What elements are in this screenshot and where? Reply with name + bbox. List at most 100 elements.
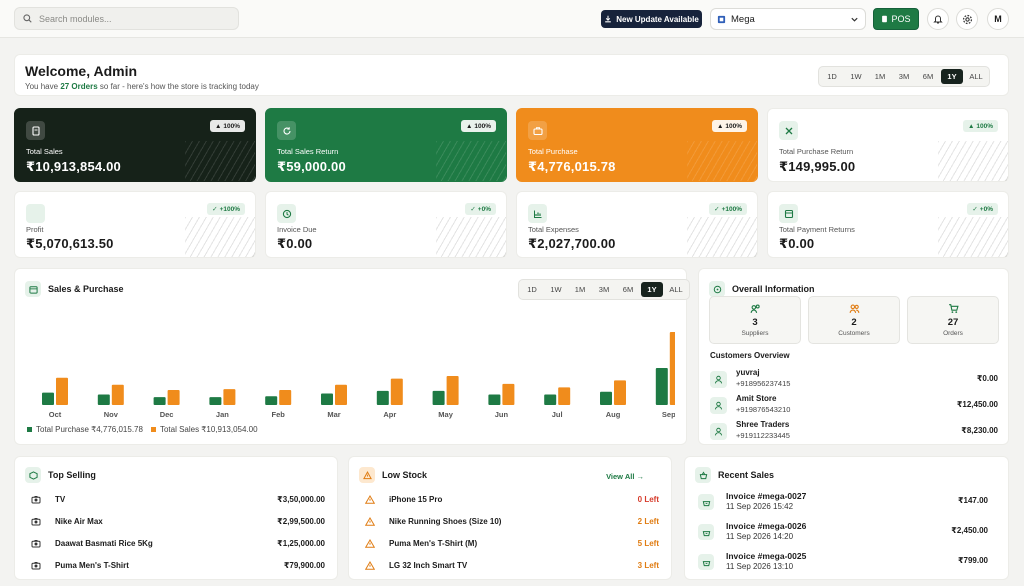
range-button-1m[interactable]: 1M [874,72,886,81]
bar-total-purchase-aug[interactable] [600,391,612,405]
product-name: TV [55,494,66,504]
bar-total-sales-apr[interactable] [390,378,403,405]
bar-total-purchase-dec[interactable] [153,397,166,405]
top-selling-item[interactable]: Daawat Basmati Rice 5Kg ₹1,25,000.00 [29,534,325,552]
stat-value: ₹149,995.00 [779,159,856,174]
stat-card-total-purchase-return[interactable]: ▲ 100% Total Purchase Return ₹149,995.00 [767,108,1009,182]
user-icon [710,423,727,440]
user-avatar[interactable]: M [987,8,1009,30]
receipt-icon [779,204,798,223]
range-button-1w[interactable]: 1W [850,72,862,81]
bar-total-purchase-jul[interactable] [544,394,557,405]
search-box[interactable] [14,7,239,30]
pos-button[interactable]: POS [873,8,919,30]
bar-total-purchase-nov[interactable] [97,394,110,405]
stat-card-total-purchase[interactable]: ▲ 100% Total Purchase ₹4,776,015.78 [516,108,758,182]
decorative-stripes [687,141,757,181]
bar-total-sales-oct[interactable] [56,377,68,405]
chart-range-button-1d[interactable]: 1D [527,285,537,294]
overall-box-value: 2 [851,317,857,328]
arrow-up-icon: ▲ [214,122,222,130]
low-stock-item[interactable]: Puma Men's T-Shirt (M) 5 Left [363,534,659,552]
range-button-1d[interactable]: 1D [827,72,837,81]
bar-total-sales-aug[interactable] [614,380,626,405]
stat-badge: ✓ +0% [465,203,496,215]
bar-total-purchase-feb[interactable] [265,396,278,405]
top-selling-card: Top Selling TV ₹3,50,000.00 Nike Air Max ₹2… [14,456,338,580]
x-tick-label: Dec [160,410,174,419]
range-button-1y[interactable]: 1Y [941,69,963,84]
bar-total-purchase-sep[interactable] [655,368,668,405]
range-button-3m[interactable]: 3M [898,72,910,81]
top-selling-item[interactable]: Puma Men's T-Shirt ₹79,900.00 [29,556,325,574]
stat-badge: ▲ 100% [711,120,747,132]
search-icon [23,14,32,23]
bar-total-purchase-jun[interactable] [488,394,501,405]
bar-total-sales-sep[interactable] [669,331,675,405]
low-stock-item[interactable]: Nike Running Shoes (Size 10) 2 Left [363,512,659,530]
customer-row[interactable]: yuvraj +918956237415 ₹0.00 [710,367,998,391]
overall-box-suppliers[interactable]: 3 Suppliers [709,296,801,344]
bar-total-sales-nov[interactable] [111,384,124,405]
settings-button[interactable] [956,8,978,30]
recent-sale-row[interactable]: Invoice #mega-0025 11 Sep 2026 13:10 ₹799.… [698,550,988,574]
notifications-button[interactable] [927,8,949,30]
chart-range-button-1m[interactable]: 1M [574,285,586,294]
stat-card-invoice-due[interactable]: ✓ +0% Invoice Due ₹0.00 [265,191,507,258]
top-selling-title: Top Selling [48,470,96,480]
chart-range-button-1w[interactable]: 1W [550,285,562,294]
bar-total-purchase-oct[interactable] [42,392,54,405]
chart-range-button-1y[interactable]: 1Y [641,282,663,297]
new-update-button[interactable]: New Update Available [601,10,702,28]
stat-card-total-expenses[interactable]: ✓ +100% Total Expenses ₹2,027,700.00 [516,191,758,258]
bar-total-sales-dec[interactable] [167,390,180,405]
store-select[interactable]: Mega [710,8,866,30]
stat-card-total-payment-returns[interactable]: ✓ +0% Total Payment Returns ₹0.00 [767,191,1009,258]
customer-row[interactable]: Amit Store +919876543210 ₹12,450.00 [710,393,998,417]
invoice-date: 11 Sep 2026 13:10 [726,562,794,571]
stat-badge: ✓ +100% [207,203,245,215]
bar-total-sales-jan[interactable] [223,389,236,405]
stat-label: Invoice Due [277,225,317,234]
customer-row[interactable]: Shree Traders +919112233445 ₹8,230.00 [710,419,998,443]
bar-total-purchase-may[interactable] [432,390,445,405]
range-button-6m[interactable]: 6M [922,72,934,81]
stat-card-total-sales[interactable]: ▲ 100% Total Sales ₹10,913,854.00 [14,108,256,182]
product-value: ₹2,99,500.00 [277,516,325,526]
recent-sale-row[interactable]: Invoice #mega-0026 11 Sep 2026 14:20 ₹2,45… [698,520,988,544]
low-stock-item[interactable]: iPhone 15 Pro 0 Left [363,490,659,508]
chart-range-button-all[interactable]: ALL [669,285,683,294]
bar-total-sales-mar[interactable] [335,384,347,405]
recent-sale-row[interactable]: Invoice #mega-0027 11 Sep 2026 15:42 ₹147.… [698,490,988,514]
stat-label: Total Sales Return [277,147,339,156]
stat-badge-value: 100% [976,122,993,130]
product-name: Daawat Basmati Rice 5Kg [55,538,153,548]
range-button-all[interactable]: ALL [969,72,983,81]
bar-total-purchase-apr[interactable] [376,390,389,405]
basket-icon [698,524,714,540]
top-selling-item[interactable]: Nike Air Max ₹2,99,500.00 [29,512,325,530]
low-stock-item[interactable]: LG 32 Inch Smart TV 3 Left [363,556,659,574]
orders-count: 27 Orders [60,82,98,91]
chart-range-button-3m[interactable]: 3M [598,285,610,294]
invoice-amount: ₹2,450.00 [951,526,988,535]
overall-box-orders[interactable]: 27 Orders [907,296,999,344]
stat-label: Profit [26,225,44,234]
bar-total-purchase-jan[interactable] [209,397,222,405]
calendar-icon [25,281,41,297]
bar-total-sales-jun[interactable] [502,383,515,405]
overall-box-customers[interactable]: 2 Customers [808,296,900,344]
stat-badge-value: +0% [477,205,491,213]
view-all-link[interactable]: View All → [606,472,644,481]
warning-icon [363,538,377,548]
bar-total-sales-feb[interactable] [279,390,292,405]
search-input[interactable] [39,13,219,24]
recent-sales-title: Recent Sales [718,470,775,480]
bar-total-sales-jul[interactable] [558,387,571,405]
top-selling-item[interactable]: TV ₹3,50,000.00 [29,490,325,508]
stat-card-total-sales-return[interactable]: ▲ 100% Total Sales Return ₹59,000.00 [265,108,507,182]
bar-total-purchase-mar[interactable] [321,393,333,405]
stat-card-profit[interactable]: ✓ +100% Profit ₹5,070,613.50 [14,191,256,258]
bar-total-sales-may[interactable] [446,375,459,405]
chart-range-button-6m[interactable]: 6M [622,285,634,294]
